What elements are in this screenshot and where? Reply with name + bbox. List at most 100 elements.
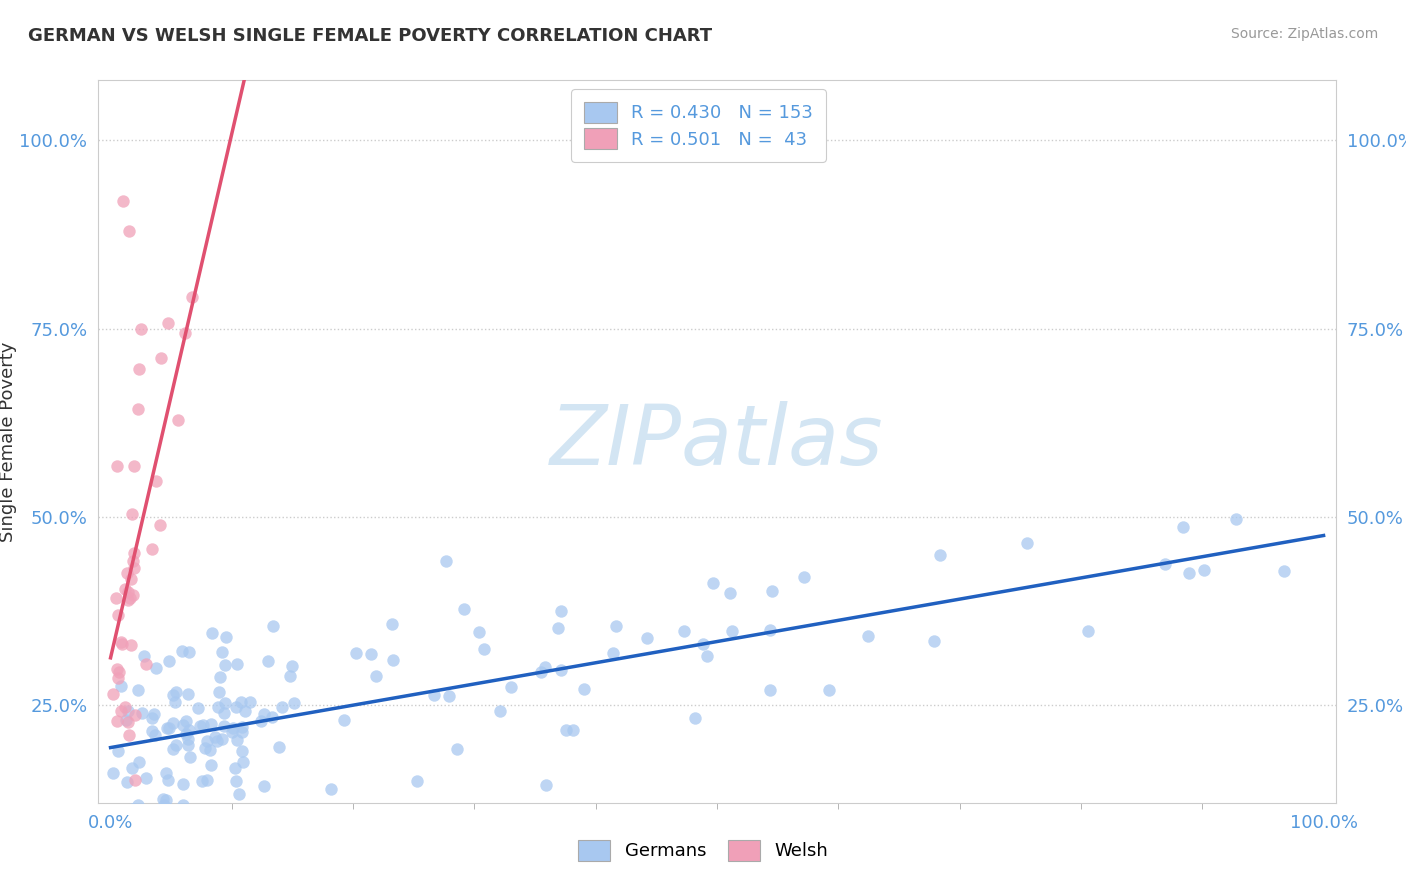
Point	[858, 629, 880, 643]
Point	[177, 739, 200, 753]
Point	[1192, 563, 1215, 577]
Point	[453, 601, 475, 615]
Point	[212, 718, 235, 732]
Point	[153, 797, 176, 812]
Point	[117, 714, 139, 729]
Point	[250, 714, 273, 728]
Point	[1171, 520, 1194, 534]
Point	[214, 696, 236, 710]
Point	[489, 704, 512, 718]
Point	[105, 714, 128, 728]
Point	[381, 616, 404, 631]
Point	[226, 657, 249, 672]
Point	[190, 719, 212, 733]
Point	[271, 699, 294, 714]
Point	[533, 660, 555, 674]
Point	[211, 644, 233, 658]
Point	[177, 731, 200, 746]
Point	[129, 322, 152, 336]
Point	[103, 687, 125, 701]
Point	[143, 728, 166, 742]
Point	[555, 723, 578, 738]
Point	[231, 695, 253, 709]
Point	[928, 549, 950, 563]
Point	[195, 734, 218, 748]
Point	[127, 797, 149, 812]
Point	[141, 711, 163, 725]
Point	[120, 572, 142, 586]
Point	[122, 458, 145, 473]
Point	[174, 714, 197, 728]
Point	[122, 588, 145, 602]
Point	[166, 413, 188, 427]
Point	[254, 811, 277, 825]
Point	[211, 732, 233, 747]
Point	[187, 700, 209, 714]
Point	[110, 679, 132, 693]
Point	[194, 741, 217, 756]
Point	[149, 351, 172, 365]
Point	[121, 761, 143, 775]
Point	[191, 774, 214, 789]
Point	[720, 624, 742, 638]
Point	[1178, 566, 1201, 581]
Point	[434, 554, 457, 568]
Point	[193, 718, 215, 732]
Point	[118, 224, 141, 238]
Point	[212, 706, 235, 720]
Point	[179, 645, 201, 659]
Point	[1153, 557, 1175, 571]
Point	[172, 777, 194, 791]
Point	[1077, 624, 1099, 638]
Point	[131, 706, 153, 720]
Point	[176, 687, 198, 701]
Point	[283, 697, 305, 711]
Point	[143, 707, 166, 722]
Point	[259, 811, 281, 825]
Point	[232, 755, 254, 769]
Point	[110, 704, 132, 718]
Point	[105, 459, 128, 474]
Point	[224, 811, 246, 825]
Point	[209, 670, 232, 684]
Point	[382, 653, 405, 667]
Point	[205, 734, 228, 748]
Point	[122, 554, 145, 568]
Text: ZIPatlas: ZIPatlas	[550, 401, 884, 482]
Point	[165, 685, 187, 699]
Point	[165, 738, 187, 752]
Point	[181, 290, 204, 304]
Point	[1272, 564, 1295, 578]
Point	[226, 733, 249, 747]
Point	[111, 194, 134, 208]
Point	[121, 802, 143, 816]
Point	[636, 631, 658, 645]
Point	[141, 541, 163, 556]
Point	[135, 657, 157, 671]
Point	[238, 811, 260, 825]
Point	[132, 648, 155, 663]
Point	[231, 720, 253, 734]
Point	[204, 731, 226, 745]
Point	[718, 586, 741, 600]
Point	[156, 721, 179, 735]
Point	[157, 721, 180, 735]
Point	[221, 725, 243, 739]
Point	[103, 766, 125, 780]
Point	[127, 683, 149, 698]
Point	[149, 517, 172, 532]
Y-axis label: Single Female Poverty: Single Female Poverty	[0, 342, 17, 541]
Point	[145, 474, 167, 488]
Point	[200, 758, 222, 772]
Point	[128, 755, 150, 769]
Point	[319, 781, 342, 796]
Legend: R = 0.430   N = 153, R = 0.501   N =  43: R = 0.430 N = 153, R = 0.501 N = 43	[571, 89, 825, 161]
Point	[1017, 536, 1039, 550]
Point	[122, 546, 145, 560]
Point	[115, 566, 138, 580]
Point	[793, 570, 815, 584]
Point	[758, 682, 780, 697]
Point	[124, 773, 146, 788]
Point	[120, 591, 142, 605]
Point	[922, 634, 945, 648]
